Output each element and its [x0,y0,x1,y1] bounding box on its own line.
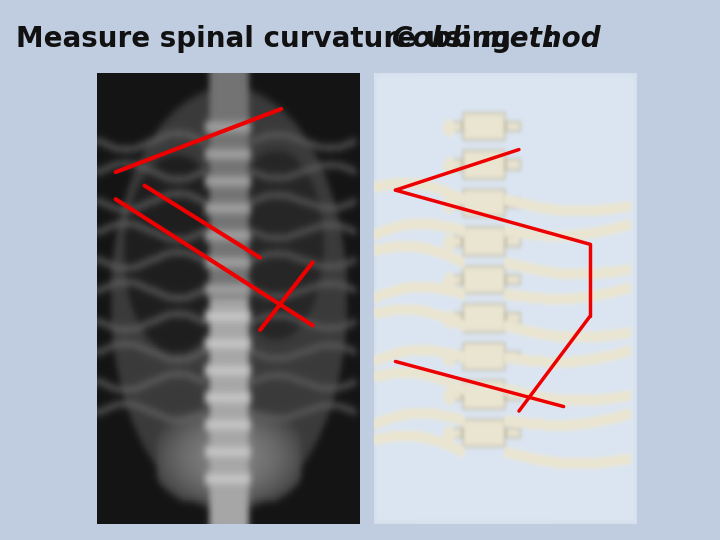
Text: Cobb method: Cobb method [392,25,601,53]
Text: Measure spinal curvature using: Measure spinal curvature using [16,25,521,53]
Text: :: : [544,25,554,53]
